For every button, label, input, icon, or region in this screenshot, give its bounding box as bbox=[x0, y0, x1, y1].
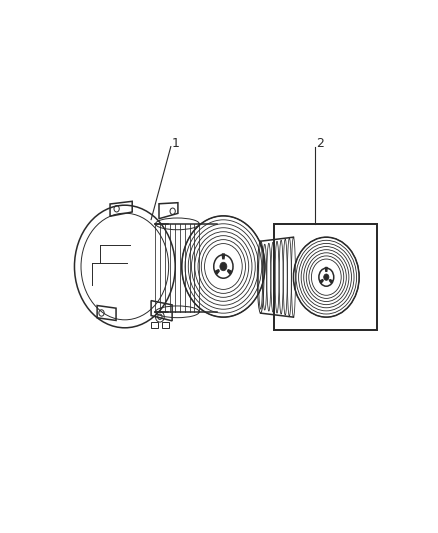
Text: 1: 1 bbox=[171, 138, 179, 150]
Polygon shape bbox=[228, 270, 231, 274]
Polygon shape bbox=[320, 279, 323, 283]
Bar bbox=[151, 322, 158, 328]
Bar bbox=[162, 322, 169, 328]
Bar bbox=[274, 224, 377, 330]
Polygon shape bbox=[222, 254, 225, 259]
Text: 2: 2 bbox=[316, 138, 324, 150]
Circle shape bbox=[220, 262, 227, 271]
Polygon shape bbox=[215, 270, 219, 274]
Polygon shape bbox=[329, 279, 332, 283]
Polygon shape bbox=[325, 268, 327, 271]
Circle shape bbox=[324, 274, 329, 280]
